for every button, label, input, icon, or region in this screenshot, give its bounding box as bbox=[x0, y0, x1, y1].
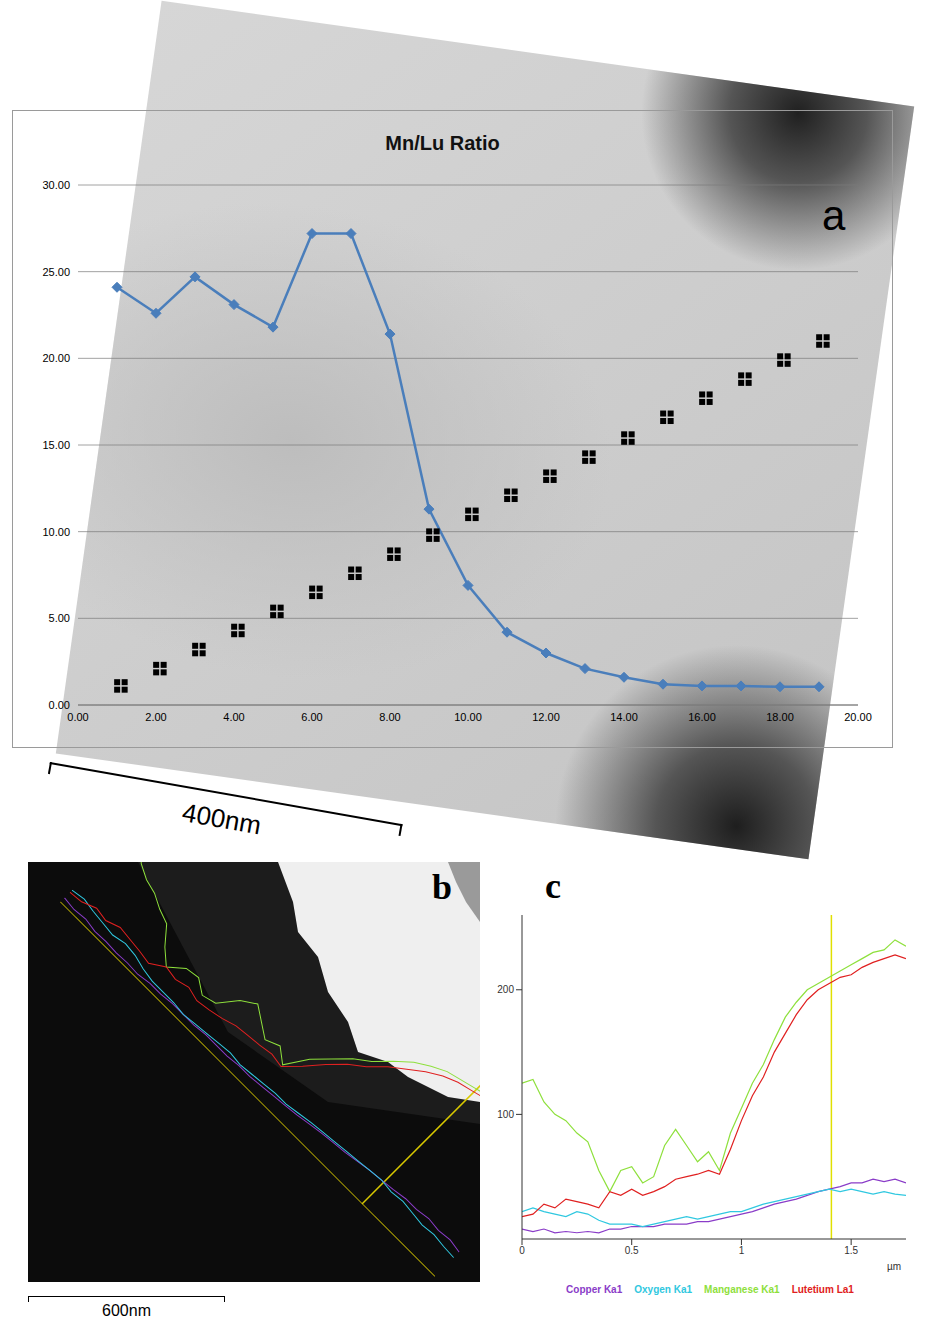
html-text:600nm: 600nm bbox=[102, 1302, 151, 1319]
svg-text:200: 200 bbox=[497, 984, 514, 995]
svg-text:µm: µm bbox=[887, 1261, 901, 1272]
html-text:Copper Ka1: Copper Ka1 bbox=[566, 1284, 623, 1295]
svg-text:15.00: 15.00 bbox=[42, 439, 70, 451]
svg-text:10.00: 10.00 bbox=[42, 526, 70, 538]
svg-text:30.00: 30.00 bbox=[42, 179, 70, 191]
svg-text:100: 100 bbox=[497, 1109, 514, 1120]
html-text:c: c bbox=[545, 866, 561, 906]
svg-text:14.00: 14.00 bbox=[610, 711, 638, 723]
svg-text:0.00: 0.00 bbox=[49, 699, 70, 711]
svg-text:1: 1 bbox=[739, 1245, 745, 1256]
svg-text:20.00: 20.00 bbox=[844, 711, 872, 723]
svg-text:2.00: 2.00 bbox=[145, 711, 166, 723]
html-text:400nm: 400nm bbox=[180, 797, 264, 841]
html-text:Mn/Lu Ratio: Mn/Lu Ratio bbox=[385, 132, 500, 154]
svg-text:0.00: 0.00 bbox=[67, 711, 88, 723]
svg-text:6.00: 6.00 bbox=[301, 711, 322, 723]
html-text:Oxygen Ka1: Oxygen Ka1 bbox=[634, 1284, 692, 1295]
svg-text:5.00: 5.00 bbox=[49, 612, 70, 624]
html-text:b: b bbox=[432, 867, 452, 907]
svg-text:4.00: 4.00 bbox=[223, 711, 244, 723]
svg-text:16.00: 16.00 bbox=[688, 711, 716, 723]
html-text:a: a bbox=[822, 192, 846, 239]
svg-text:10.00: 10.00 bbox=[454, 711, 482, 723]
svg-text:12.00: 12.00 bbox=[532, 711, 560, 723]
svg-text:18.00: 18.00 bbox=[766, 711, 794, 723]
svg-text:8.00: 8.00 bbox=[379, 711, 400, 723]
svg-text:0.5: 0.5 bbox=[625, 1245, 639, 1256]
html-text:Lutetium La1: Lutetium La1 bbox=[791, 1284, 854, 1295]
html-text:Manganese Ka1: Manganese Ka1 bbox=[704, 1284, 780, 1295]
svg-text:0: 0 bbox=[519, 1245, 525, 1256]
svg-text:25.00: 25.00 bbox=[42, 266, 70, 278]
svg-text:20.00: 20.00 bbox=[42, 352, 70, 364]
svg-text:1.5: 1.5 bbox=[844, 1245, 858, 1256]
